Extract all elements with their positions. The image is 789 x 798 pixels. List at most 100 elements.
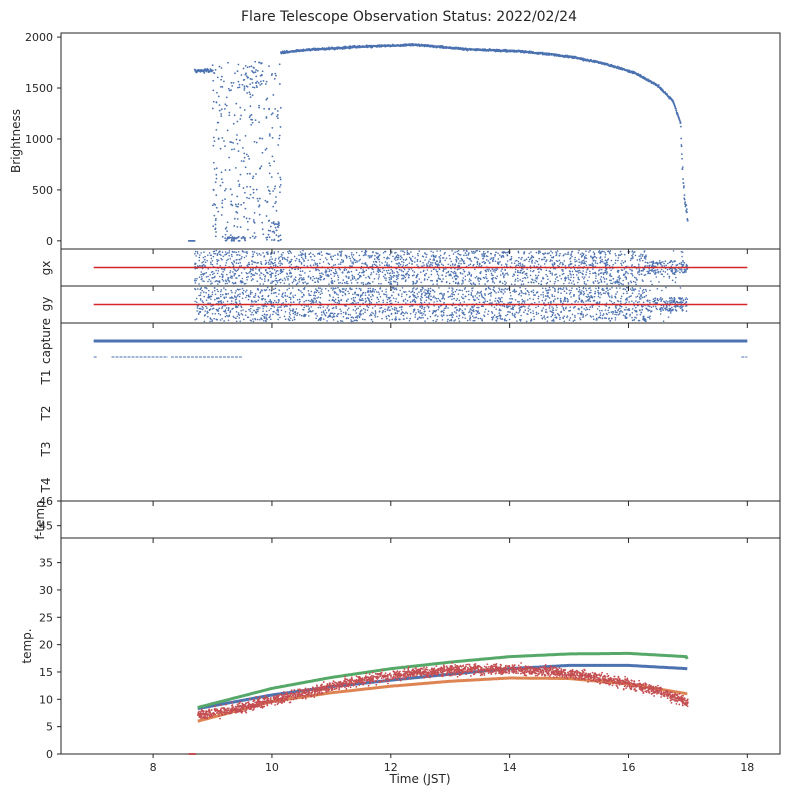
gx-point: [609, 250, 612, 252]
gx-point: [547, 278, 549, 281]
gx-point: [545, 273, 547, 276]
gx-point: [382, 252, 385, 254]
gx-point: [601, 258, 604, 261]
brightness-point: [245, 72, 247, 75]
gx-point: [411, 262, 413, 265]
brightness-point: [279, 191, 281, 194]
gx-point: [224, 279, 227, 281]
gx-point: [394, 280, 397, 283]
gx-point: [355, 269, 358, 272]
gx-point: [380, 282, 382, 285]
gy-point: [631, 316, 633, 319]
gx-point: [664, 271, 667, 273]
gx-point: [282, 251, 284, 254]
gy-point: [584, 314, 587, 317]
gx-point: [388, 257, 390, 260]
gx-point: [651, 270, 653, 272]
brightness-point: [272, 221, 275, 223]
gx-point: [633, 276, 636, 279]
gx-point: [299, 254, 302, 256]
gx-point: [494, 253, 496, 256]
gx-point: [675, 268, 678, 271]
gx-point: [264, 269, 267, 271]
gx-point: [413, 274, 415, 276]
gx-point: [375, 256, 378, 259]
gx-point: [526, 276, 529, 279]
gx-point: [663, 262, 665, 265]
gx-point: [401, 278, 403, 280]
gx-point: [564, 279, 567, 282]
brightness-point: [216, 121, 219, 124]
brightness-point: [237, 63, 240, 66]
gx-point: [287, 256, 289, 259]
gx-point: [571, 255, 573, 258]
gx-point: [402, 274, 405, 277]
gx-point: [544, 256, 547, 259]
brightness-point: [270, 74, 273, 77]
gx-point: [554, 280, 556, 283]
gx-point: [264, 280, 266, 283]
brightness-point: [215, 206, 218, 209]
gx-point: [202, 256, 205, 259]
gx-point: [442, 257, 445, 259]
brightness-point: [215, 128, 218, 131]
gx-point: [307, 259, 310, 261]
gx-point: [378, 261, 381, 263]
gx-point: [620, 283, 623, 285]
gx-point: [281, 263, 283, 265]
gx-point: [623, 253, 626, 256]
gx-point: [539, 268, 542, 270]
gx-point: [258, 268, 261, 271]
gx-point: [391, 272, 394, 274]
brightness-point: [221, 199, 224, 202]
gx-point: [537, 252, 540, 255]
gy-point: [596, 308, 599, 310]
gx-point: [355, 279, 357, 281]
gx-point: [581, 276, 584, 278]
gx-point: [604, 259, 607, 261]
gy-point: [581, 290, 583, 292]
gy-point: [255, 308, 258, 311]
brightness-point: [247, 76, 250, 79]
brightness-point: [242, 187, 245, 189]
gx-point: [228, 252, 230, 254]
gx-point: [545, 282, 548, 285]
gx-point: [348, 277, 350, 280]
gx-point: [402, 270, 405, 273]
gx-point: [487, 260, 490, 262]
brightness-point: [681, 166, 684, 169]
brightness-point: [236, 218, 239, 220]
gx-point: [235, 251, 238, 254]
gx-point: [517, 280, 519, 282]
gx-point: [290, 260, 292, 263]
gx-point: [633, 251, 636, 253]
brightness-point: [266, 201, 269, 204]
gx-point: [341, 271, 344, 273]
gx-point: [270, 275, 273, 277]
brightness-point: [277, 144, 280, 146]
gy-point: [320, 311, 323, 314]
gy-point: [409, 305, 411, 308]
gx-point: [578, 258, 580, 261]
gx-point: [300, 274, 302, 277]
gx-point: [200, 273, 202, 276]
gx-point: [330, 269, 333, 272]
gx-point: [646, 265, 648, 267]
gx-point: [201, 273, 204, 275]
brightness-point: [218, 104, 221, 107]
gy-point: [406, 312, 409, 315]
gx-point: [467, 253, 470, 255]
brightness-point: [271, 222, 273, 224]
gx-point: [585, 264, 588, 267]
gx-point: [322, 278, 325, 281]
gx-point: [624, 272, 627, 274]
gx-point: [482, 276, 485, 279]
gx-point: [381, 262, 383, 264]
gx-point: [437, 274, 440, 277]
gx-point: [606, 271, 608, 274]
brightness-point: [272, 205, 275, 208]
gx-point: [519, 279, 521, 281]
gx-point: [638, 271, 641, 273]
gx-point: [500, 264, 503, 266]
gx-point: [347, 270, 350, 273]
